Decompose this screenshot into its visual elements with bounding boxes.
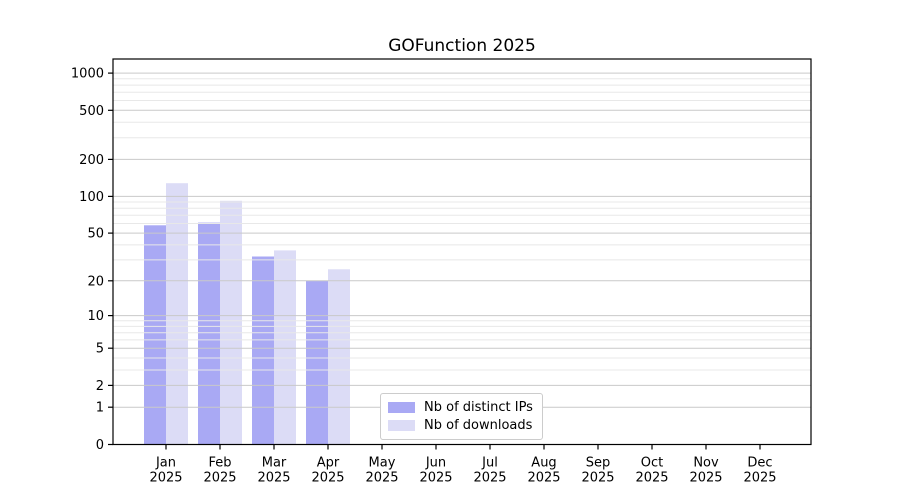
y-tick-label-5: 5 bbox=[96, 342, 104, 357]
chart-title: GOFunction 2025 bbox=[388, 36, 536, 56]
y-tick-label-500: 500 bbox=[79, 104, 104, 119]
x-tick-label-jan: Jan bbox=[155, 456, 176, 471]
bar-jan-nb-of-downloads bbox=[166, 183, 188, 445]
x-tick-year-nov: 2025 bbox=[689, 471, 722, 486]
legend-swatch-downloads bbox=[388, 419, 415, 431]
y-tick-label-1000: 1000 bbox=[71, 67, 104, 82]
y-tick-label-1: 1 bbox=[96, 401, 104, 416]
x-tick-year-oct: 2025 bbox=[635, 471, 668, 486]
x-tick-year-aug: 2025 bbox=[527, 471, 560, 486]
x-tick-year-dec: 2025 bbox=[743, 471, 776, 486]
x-tick-label-jun: Jun bbox=[425, 456, 446, 471]
bar-apr-nb-of-downloads bbox=[328, 269, 350, 445]
x-tick-label-apr: Apr bbox=[317, 456, 340, 471]
bar-mar-nb-of-distinct-ips bbox=[252, 256, 274, 445]
legend: Nb of distinct IPs Nb of downloads bbox=[380, 393, 543, 440]
bar-apr-nb-of-distinct-ips bbox=[306, 280, 328, 445]
y-tick-label-50: 50 bbox=[87, 227, 104, 242]
x-tick-year-apr: 2025 bbox=[311, 471, 344, 486]
y-tick-label-10: 10 bbox=[87, 309, 104, 324]
x-tick-year-may: 2025 bbox=[365, 471, 398, 486]
x-tick-year-mar: 2025 bbox=[257, 471, 290, 486]
x-tick-label-jul: Jul bbox=[481, 456, 498, 471]
y-tick-label-20: 20 bbox=[87, 274, 104, 289]
y-tick-label-100: 100 bbox=[79, 190, 104, 205]
bar-feb-nb-of-distinct-ips bbox=[198, 222, 220, 445]
x-tick-year-jun: 2025 bbox=[419, 471, 452, 486]
x-tick-year-jan: 2025 bbox=[149, 471, 182, 486]
legend-swatch-distinct-ips bbox=[388, 401, 415, 413]
x-tick-label-oct: Oct bbox=[641, 456, 663, 471]
plot-border bbox=[112, 58, 812, 446]
x-tick-label-feb: Feb bbox=[208, 456, 231, 471]
legend-item-distinct-ips: Nb of distinct IPs bbox=[388, 398, 542, 416]
bar-jan-nb-of-distinct-ips bbox=[144, 225, 166, 445]
y-tick-label-200: 200 bbox=[79, 153, 104, 168]
x-tick-label-aug: Aug bbox=[531, 456, 556, 471]
x-tick-year-sep: 2025 bbox=[581, 471, 614, 486]
x-tick-label-mar: Mar bbox=[262, 456, 287, 471]
legend-label-distinct-ips: Nb of distinct IPs bbox=[424, 399, 533, 415]
x-tick-label-sep: Sep bbox=[586, 456, 611, 471]
y-tick-label-0: 0 bbox=[96, 438, 104, 453]
legend-item-downloads: Nb of downloads bbox=[388, 416, 542, 434]
bar-feb-nb-of-downloads bbox=[220, 200, 242, 445]
y-tick-label-2: 2 bbox=[96, 379, 104, 394]
x-tick-label-nov: Nov bbox=[693, 456, 719, 471]
x-tick-label-may: May bbox=[369, 456, 396, 471]
x-tick-label-dec: Dec bbox=[747, 456, 772, 471]
legend-label-downloads: Nb of downloads bbox=[424, 417, 533, 433]
bar-mar-nb-of-downloads bbox=[274, 250, 296, 445]
x-tick-year-feb: 2025 bbox=[203, 471, 236, 486]
x-tick-year-jul: 2025 bbox=[473, 471, 506, 486]
